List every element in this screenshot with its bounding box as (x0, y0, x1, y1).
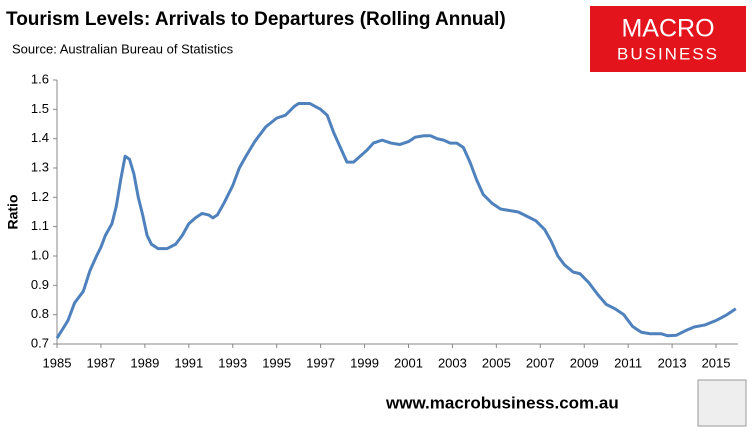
y-tick-label: 1.4 (31, 130, 49, 145)
fox-icon (697, 379, 747, 427)
y-tick-label: 1.2 (31, 189, 49, 204)
x-tick-label: 2015 (702, 355, 731, 370)
x-tick-label: 2013 (658, 355, 687, 370)
x-tick-label: 2011 (614, 355, 642, 370)
x-tick-label: 1991 (174, 355, 203, 370)
y-tick-label: 1.0 (31, 247, 49, 262)
x-tick-label: 2009 (570, 355, 599, 370)
logo-box (590, 6, 746, 72)
y-tick-label: 1.5 (31, 101, 49, 116)
line-series (55, 101, 737, 339)
footer: www.macrobusiness.com.au (385, 393, 619, 412)
x-tick-label: 1987 (86, 355, 115, 370)
logo-line2: BUSINESS (617, 44, 719, 63)
y-axis-label: Ratio (5, 195, 21, 230)
x-tick-label: 1989 (130, 355, 159, 370)
x-tick-label: 2005 (482, 355, 511, 370)
chart-subtitle: Source: Australian Bureau of Statistics (12, 41, 234, 56)
x-tick-label: 2001 (394, 355, 423, 370)
y-tick-label: 0.8 (31, 306, 49, 321)
x-tick-label: 2007 (526, 355, 555, 370)
x-tick-label: 1999 (350, 355, 379, 370)
logo-line1: MACRO (621, 15, 714, 43)
y-tick-label: 0.9 (31, 277, 49, 292)
chart-title: Tourism Levels: Arrivals to Departures (… (6, 9, 506, 30)
x-tick-label: 1993 (218, 355, 247, 370)
x-tick-label: 1997 (306, 355, 335, 370)
y-tick-label: 1.3 (31, 159, 49, 174)
y-tick-label: 1.6 (31, 71, 49, 86)
x-tick-label: 1995 (262, 355, 291, 370)
y-tick-label: 1.1 (31, 218, 49, 233)
y-tick-label: 0.7 (31, 335, 49, 350)
x-tick-label: 2003 (438, 355, 467, 370)
x-tick-label: 1985 (43, 355, 72, 370)
